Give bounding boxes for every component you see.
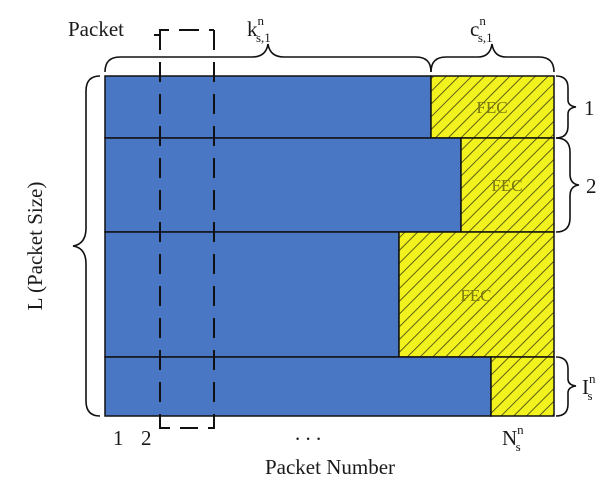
- tick-label-2: 2: [141, 426, 152, 450]
- block-1: FEC: [104, 75, 555, 139]
- k-brace: [104, 43, 432, 73]
- packet-top-bracket: [154, 29, 214, 36]
- block-4-fec: [490, 356, 555, 417]
- row-1-brace: [555, 75, 577, 139]
- c-brace: [430, 43, 555, 73]
- i-label-sup: n: [589, 371, 596, 386]
- block-3-fec: [398, 231, 555, 358]
- packet-bottom-bracket: [159, 420, 215, 429]
- n-label-sup: n: [517, 422, 524, 437]
- block-4-data: [104, 356, 492, 417]
- block-2-data: [104, 137, 462, 233]
- c-label-sub: s,1: [478, 30, 493, 45]
- block-3-data: [104, 231, 400, 358]
- i-label-base: I: [582, 375, 589, 399]
- block-1-data: [104, 75, 432, 139]
- n-label-base: N: [502, 426, 517, 450]
- l-brace: [72, 75, 101, 417]
- block-3-fec-label: FEC: [460, 286, 491, 305]
- tick-label-1: 1: [113, 426, 124, 450]
- k-label-sup: n: [258, 13, 265, 28]
- k-label: kn s,1: [247, 13, 271, 45]
- block-2-fec-label: FEC: [491, 176, 522, 195]
- row-2-label: 2: [586, 174, 597, 198]
- k-label-sub: s,1: [256, 30, 271, 45]
- n-label-sub: s: [516, 439, 521, 454]
- block-2-fec: [460, 137, 555, 233]
- ellipsis-dots: . . .: [295, 421, 321, 445]
- block-2: FEC: [104, 137, 555, 233]
- row-i-brace: [555, 356, 577, 417]
- c-label: cn s,1: [470, 13, 493, 45]
- y-axis-label: L (Packet Size): [23, 182, 47, 311]
- row-1-label: 1: [584, 96, 595, 120]
- packet-label: Packet: [68, 17, 124, 41]
- block-1-fec-label: FEC: [476, 98, 507, 117]
- i-label-sub: s: [588, 388, 593, 403]
- c-label-base: c: [470, 17, 479, 41]
- k-label-base: k: [247, 17, 258, 41]
- i-label: In s: [582, 371, 596, 403]
- c-label-sup: n: [479, 13, 486, 28]
- x-axis-label: Packet Number: [265, 455, 395, 479]
- block-3: FEC: [104, 231, 555, 358]
- n-label: Nn s: [502, 422, 524, 454]
- block-4: [104, 356, 555, 417]
- row-2-brace: [555, 137, 580, 233]
- block-1-fec: [430, 75, 555, 139]
